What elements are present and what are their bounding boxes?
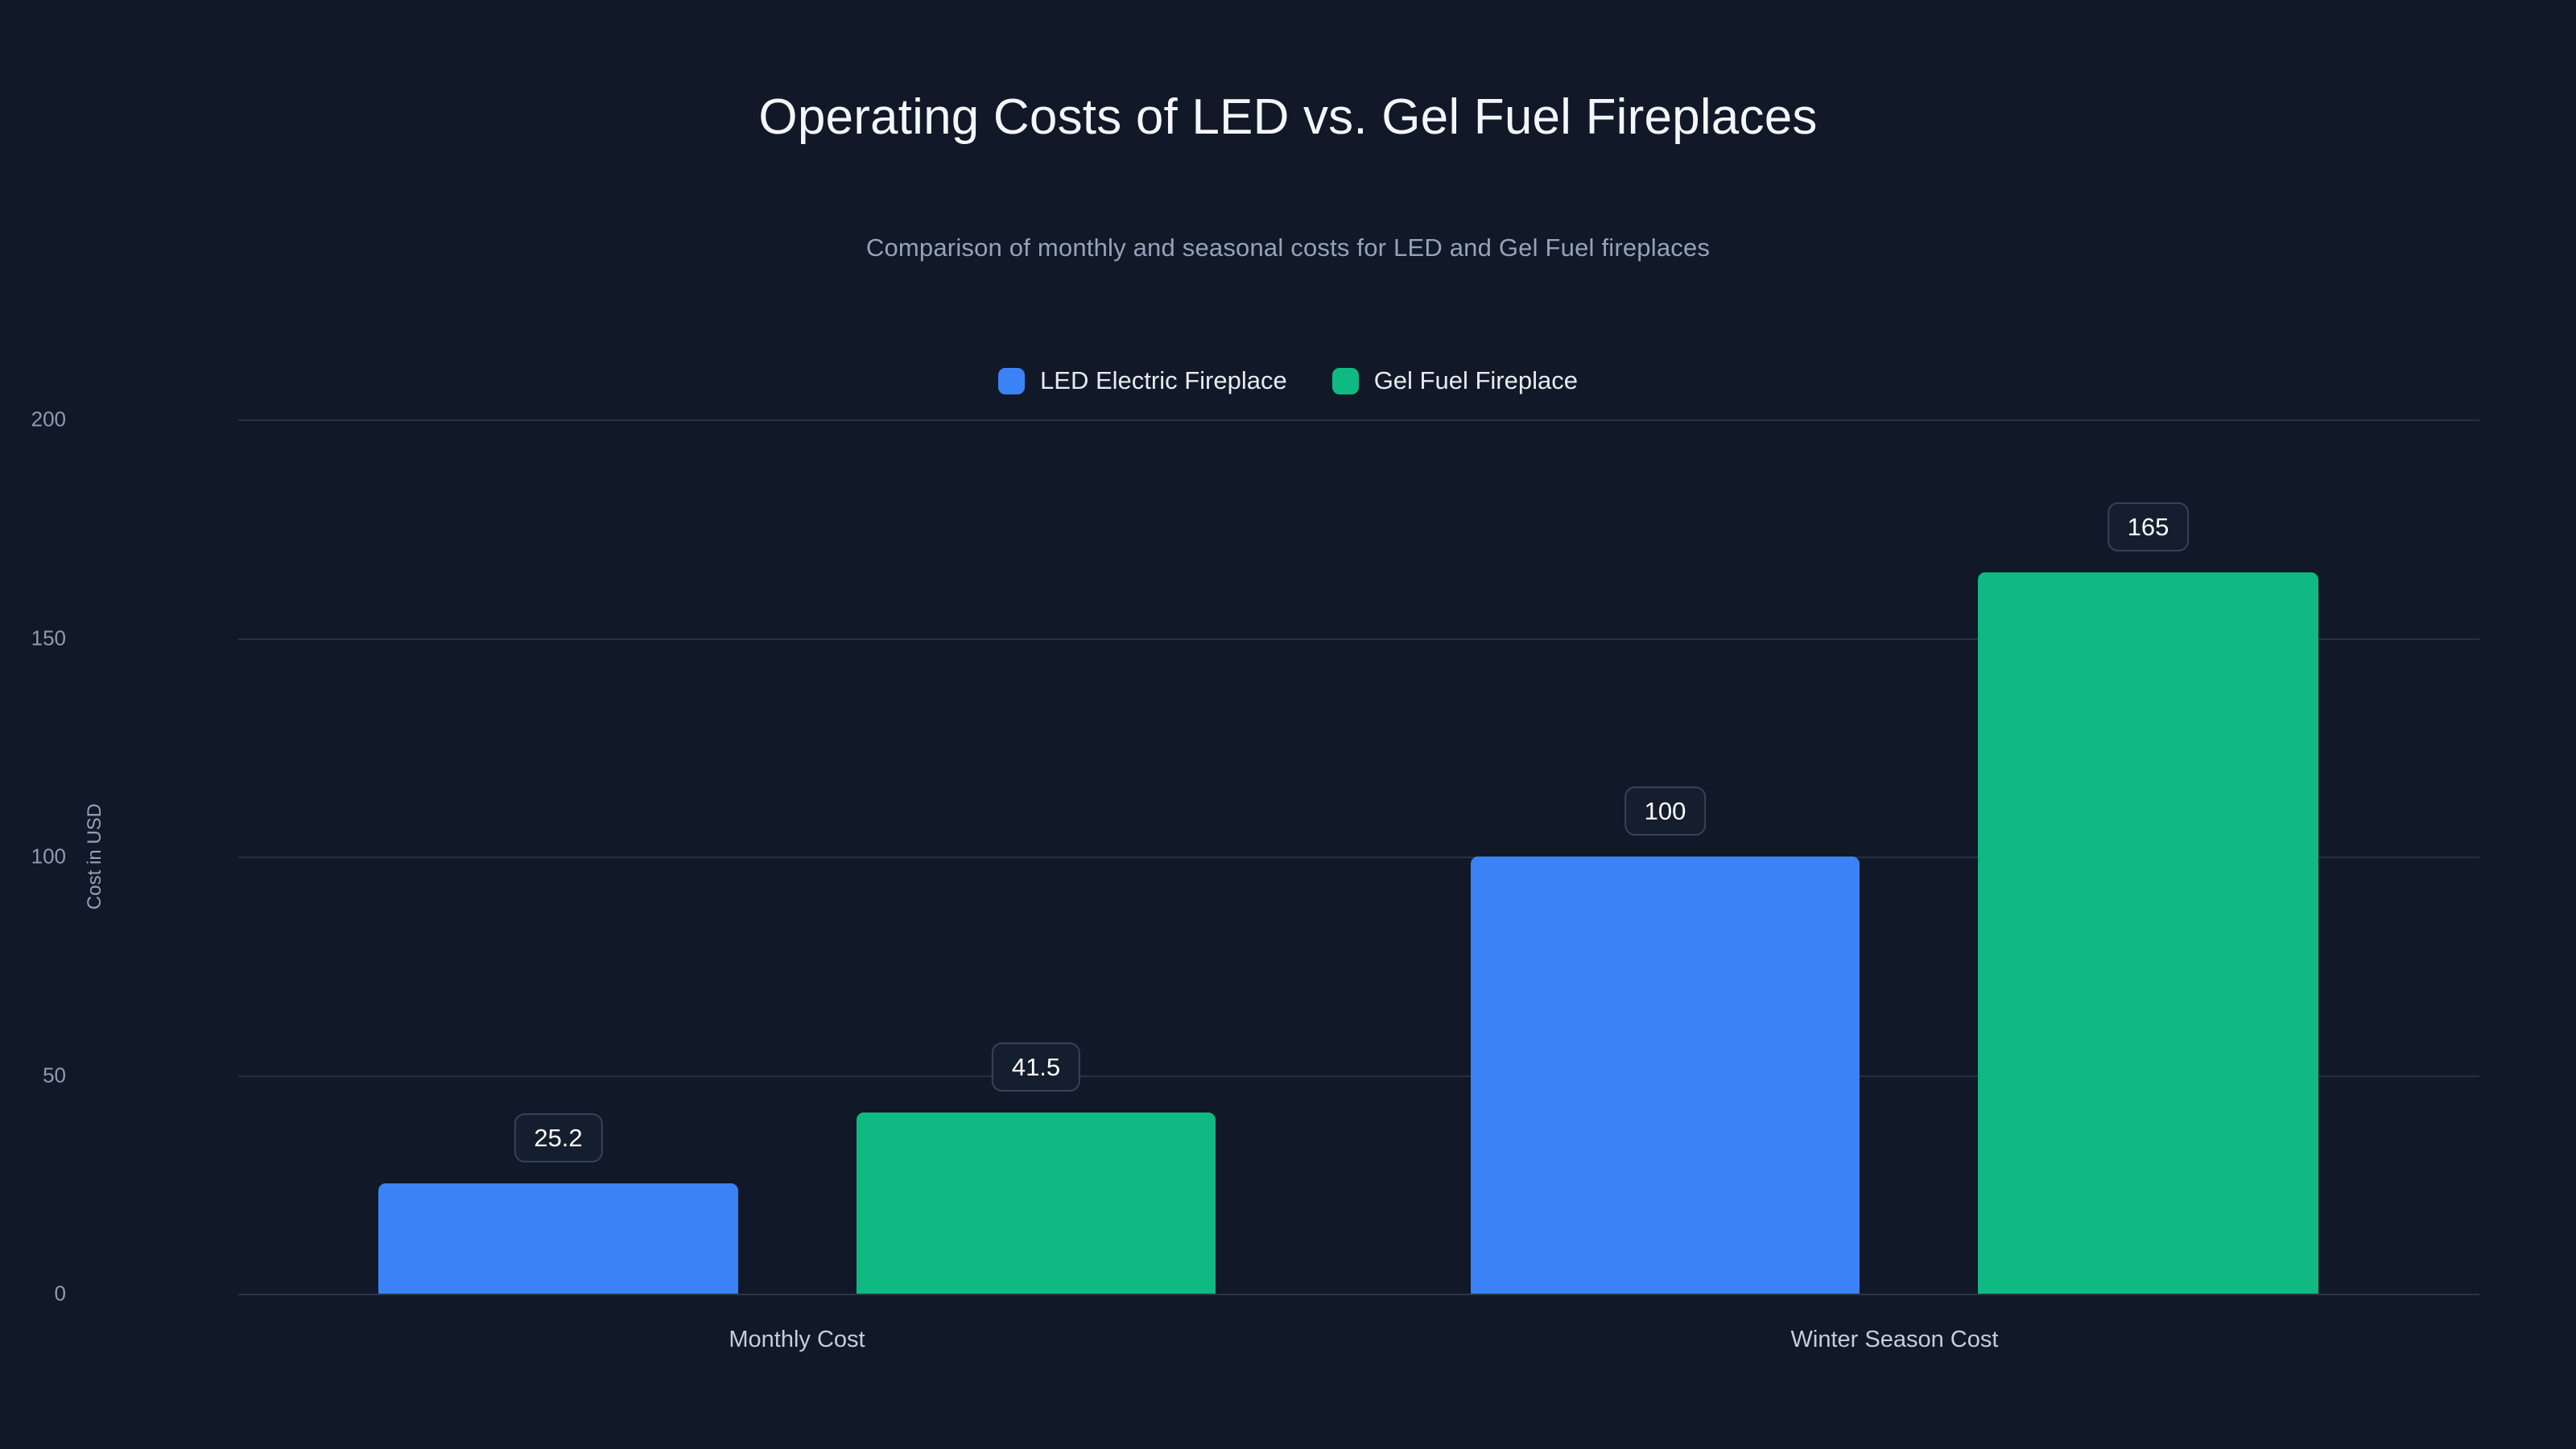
gridline <box>238 638 2479 640</box>
legend-item-led[interactable]: LED Electric Fireplace <box>998 366 1287 395</box>
bar[interactable] <box>1978 572 2318 1294</box>
gridline <box>238 1294 2479 1295</box>
y-axis-title: Cost in USD <box>84 803 105 910</box>
bar[interactable] <box>378 1183 738 1294</box>
gridline <box>238 1075 2479 1077</box>
bar[interactable] <box>857 1112 1216 1294</box>
legend-label-led: LED Electric Fireplace <box>1040 366 1287 394</box>
chart-title: Operating Costs of LED vs. Gel Fuel Fire… <box>758 89 1818 145</box>
legend-swatch-led-icon <box>998 367 1026 394</box>
y-axis-tick-label: 100 <box>31 844 66 869</box>
y-axis-tick-label: 0 <box>54 1281 66 1306</box>
gridline <box>238 419 2479 421</box>
y-axis-tick-label: 200 <box>31 407 66 431</box>
bar-value-label: 100 <box>1624 786 1707 836</box>
x-axis-category-label: Winter Season Cost <box>1790 1327 1999 1352</box>
plot-area <box>238 419 2479 1295</box>
gridline <box>238 857 2479 858</box>
legend-item-gel[interactable]: Gel Fuel Fireplace <box>1331 366 1578 395</box>
bar-value-label: 165 <box>2107 502 2190 552</box>
bar[interactable] <box>1471 857 1860 1294</box>
chart-subtitle: Comparison of monthly and seasonal costs… <box>865 233 1711 262</box>
chart-legend: LED Electric Fireplace Gel Fuel Fireplac… <box>0 366 2576 395</box>
legend-swatch-gel-icon <box>1331 367 1359 394</box>
legend-label-gel: Gel Fuel Fireplace <box>1373 366 1578 394</box>
bar-value-label: 25.2 <box>514 1113 603 1163</box>
bar-value-label: 41.5 <box>991 1042 1081 1092</box>
y-axis-tick-label: 50 <box>43 1063 66 1087</box>
y-axis-tick-label: 150 <box>31 625 66 650</box>
x-axis-category-label: Monthly Cost <box>729 1327 865 1352</box>
